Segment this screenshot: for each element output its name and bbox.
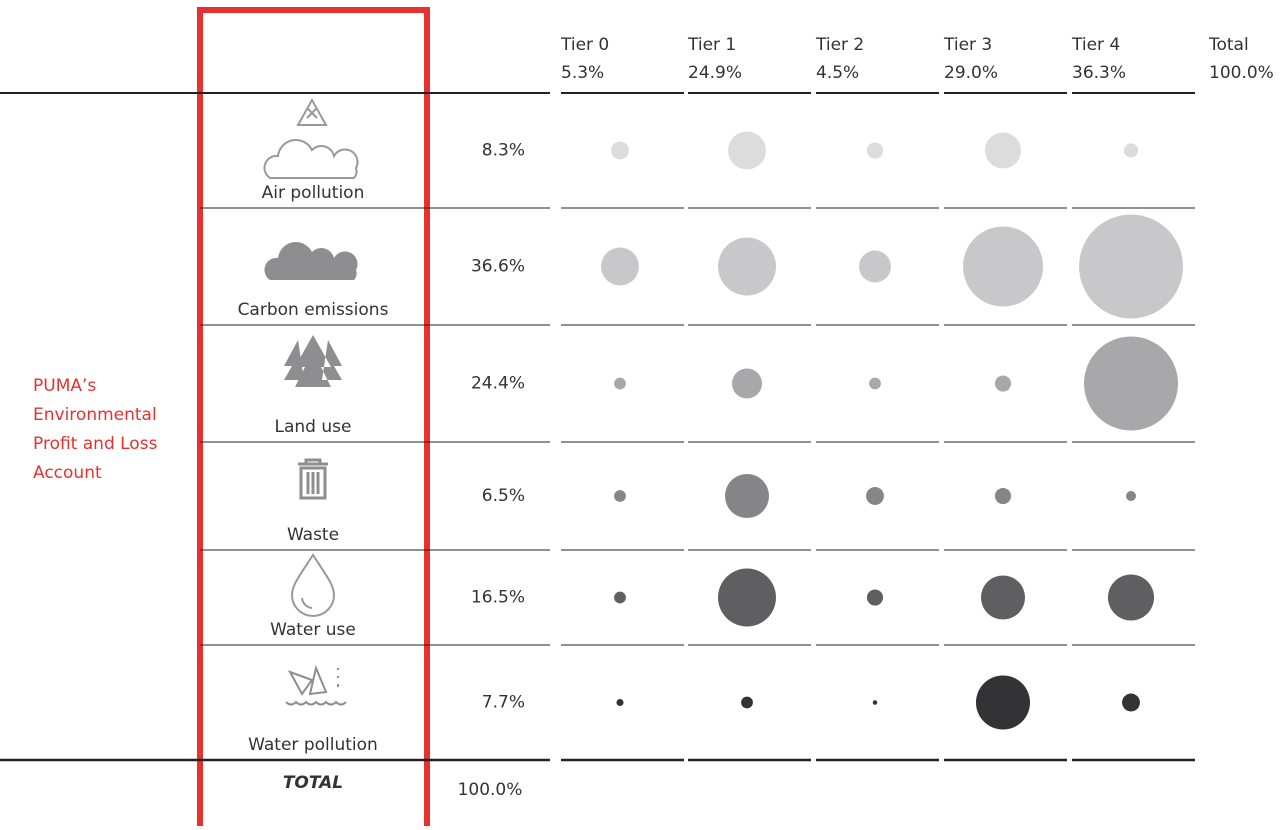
- icon-cloud: [263, 139, 359, 179]
- row-share: 7.7%: [482, 693, 525, 713]
- bubble: [980, 575, 1026, 620]
- bubble: [1123, 143, 1139, 158]
- row-share: 6.5%: [482, 486, 525, 506]
- tier-name: Tier 0: [560, 35, 609, 55]
- row-label: Waste: [287, 525, 339, 545]
- highlight-box: [197, 7, 430, 830]
- bubble: [869, 377, 881, 390]
- icon-air: [296, 97, 328, 126]
- bubble: [718, 237, 776, 296]
- icon-water: [290, 553, 336, 617]
- row-label: Water pollution: [248, 735, 378, 755]
- tier-share: 29.0%: [944, 63, 998, 83]
- bubble: [963, 226, 1043, 307]
- tier-share: 5.3%: [561, 63, 604, 83]
- row-label: Land use: [275, 417, 352, 437]
- bubble: [741, 696, 753, 709]
- tier-share: 36.3%: [1072, 63, 1126, 83]
- icon-land: [284, 335, 342, 387]
- bubble: [1107, 574, 1155, 621]
- tier-name: Tier 3: [943, 35, 992, 55]
- side-label: PUMA’s: [33, 376, 96, 396]
- bubble: [601, 247, 639, 286]
- bubble: [859, 250, 891, 283]
- side-label: Environmental: [33, 405, 157, 425]
- bubble: [975, 675, 1031, 730]
- bubble: [984, 132, 1022, 169]
- bubble: [732, 368, 762, 399]
- tier-name: Tier 2: [815, 35, 864, 55]
- side-label: Profit and Loss: [33, 434, 158, 454]
- icons: [263, 97, 359, 706]
- bubble: [866, 142, 884, 159]
- tier-share: 24.9%: [688, 63, 742, 83]
- row-label: Water use: [270, 620, 356, 640]
- total-share: 100.0%: [458, 780, 523, 800]
- bubble: [718, 568, 776, 627]
- icon-waste: [298, 458, 328, 500]
- tier-name: Tier 4: [1071, 35, 1120, 55]
- bubble: [724, 473, 770, 519]
- bubble: [614, 377, 626, 390]
- bubble: [872, 700, 878, 705]
- bubble: [611, 141, 629, 160]
- bubble: [1079, 214, 1183, 319]
- bubble: [616, 698, 624, 707]
- bubble: [866, 487, 884, 505]
- row-share: 24.4%: [471, 374, 525, 394]
- bubble: [614, 490, 626, 502]
- bubble: [728, 131, 766, 170]
- tier-name: Tier 1: [687, 35, 736, 55]
- icon-water-pollution: [285, 664, 347, 706]
- side-label: Account: [33, 463, 102, 483]
- row-share: 36.6%: [471, 257, 525, 277]
- row-label: Air pollution: [262, 183, 365, 203]
- tier-share: 4.5%: [816, 63, 859, 83]
- row-label: Carbon emissions: [238, 300, 389, 320]
- icon-carbon: [264, 242, 358, 280]
- tier-share: 100.0%: [1209, 63, 1274, 83]
- bubble: [866, 589, 884, 606]
- total-label: TOTAL: [283, 773, 343, 793]
- bubble: [614, 591, 626, 604]
- row-share: 8.3%: [482, 141, 525, 161]
- bubble: [1083, 336, 1179, 431]
- bubble: [1122, 693, 1140, 712]
- bubble: [1126, 491, 1136, 501]
- row-share: 16.5%: [471, 588, 525, 608]
- bubble: [994, 487, 1012, 505]
- tier-name: Total: [1208, 35, 1249, 55]
- bubble: [994, 375, 1012, 392]
